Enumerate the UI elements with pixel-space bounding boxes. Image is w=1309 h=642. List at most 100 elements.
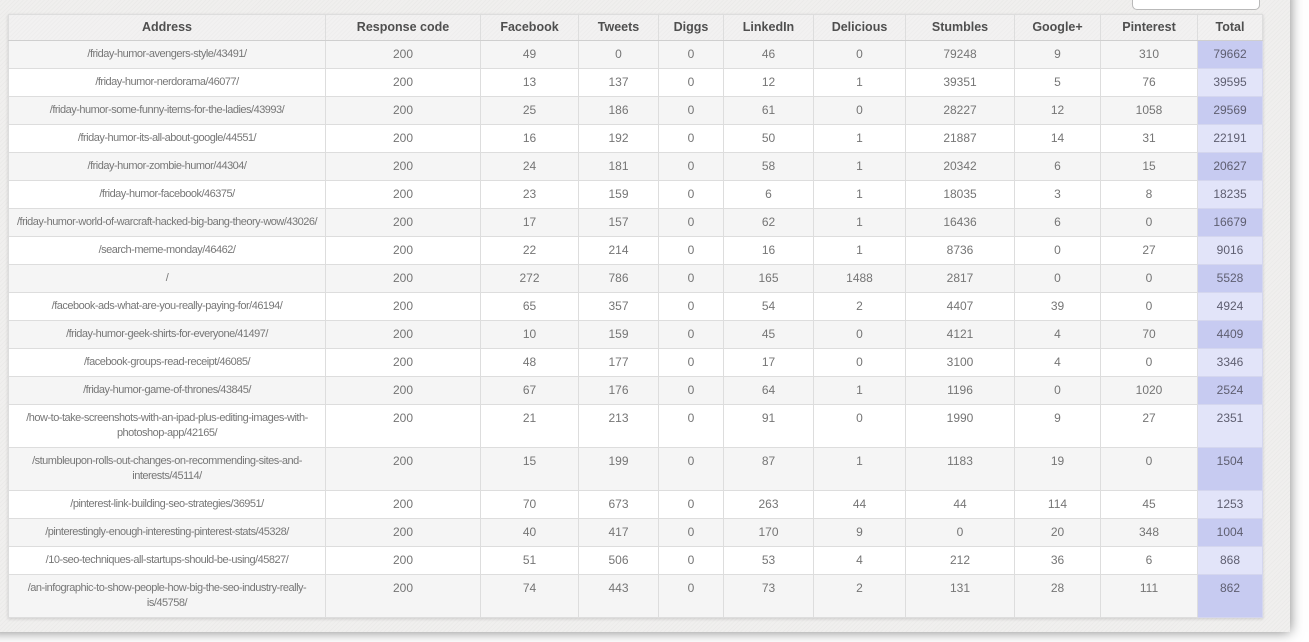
metric-cell: 16436 [905, 208, 1015, 237]
metric-cell: 0 [658, 404, 724, 448]
metric-cell: 200 [325, 447, 481, 491]
address-cell: /10-seo-techniques-all-startups-should-b… [8, 546, 326, 575]
metric-cell: 200 [325, 376, 481, 405]
metric-cell: 0 [1100, 264, 1198, 293]
metric-cell: 200 [325, 264, 481, 293]
filter-input[interactable] [1132, 0, 1260, 10]
total-cell: 9016 [1197, 236, 1263, 265]
metric-cell: 0 [658, 152, 724, 181]
address-cell: /friday-humor-zombie-humor/44304/ [8, 152, 326, 181]
metric-cell: 357 [578, 292, 659, 321]
table-row: /an-infographic-to-show-people-how-big-t… [8, 574, 1263, 618]
metric-cell: 0 [658, 574, 724, 618]
col-header-linkedin[interactable]: LinkedIn [723, 14, 814, 41]
table-row: /friday-humor-geek-shirts-for-everyone/4… [8, 320, 1263, 349]
metric-cell: 263 [723, 490, 814, 519]
col-header-stumbles[interactable]: Stumbles [905, 14, 1015, 41]
metric-cell: 76 [1100, 68, 1198, 97]
col-header-facebook[interactable]: Facebook [480, 14, 579, 41]
metric-cell: 9 [1014, 40, 1101, 69]
col-header-response-code[interactable]: Response code [325, 14, 481, 41]
metric-cell: 49 [480, 40, 579, 69]
metric-cell: 0 [658, 376, 724, 405]
address-cell: /how-to-take-screenshots-with-an-ipad-pl… [8, 404, 326, 448]
metric-cell: 39351 [905, 68, 1015, 97]
total-cell: 5528 [1197, 264, 1263, 293]
metric-cell: 4121 [905, 320, 1015, 349]
metric-cell: 192 [578, 124, 659, 153]
total-cell: 1253 [1197, 490, 1263, 519]
metric-cell: 20 [1014, 518, 1101, 547]
header-row: Address Response code Facebook Tweets Di… [8, 14, 1263, 41]
metric-cell: 200 [325, 124, 481, 153]
metric-cell: 417 [578, 518, 659, 547]
metric-cell: 159 [578, 320, 659, 349]
col-header-google-plus[interactable]: Google+ [1014, 14, 1101, 41]
metric-cell: 44 [813, 490, 906, 519]
metric-cell: 13 [480, 68, 579, 97]
metric-cell: 24 [480, 152, 579, 181]
metric-cell: 53 [723, 546, 814, 575]
col-header-tweets[interactable]: Tweets [578, 14, 659, 41]
address-cell: /friday-humor-some-funny-items-for-the-l… [8, 96, 326, 125]
metric-cell: 1 [813, 152, 906, 181]
metric-cell: 12 [723, 68, 814, 97]
metric-cell: 20342 [905, 152, 1015, 181]
col-header-diggs[interactable]: Diggs [658, 14, 724, 41]
metric-cell: 17 [480, 208, 579, 237]
metric-cell: 200 [325, 490, 481, 519]
metric-cell: 200 [325, 68, 481, 97]
metric-cell: 0 [658, 124, 724, 153]
metric-cell: 45 [723, 320, 814, 349]
metric-cell: 0 [578, 40, 659, 69]
metric-cell: 44 [905, 490, 1015, 519]
col-header-delicious[interactable]: Delicious [813, 14, 906, 41]
col-header-total[interactable]: Total [1197, 14, 1263, 41]
address-cell: /friday-humor-game-of-thrones/43845/ [8, 376, 326, 405]
metric-cell: 4 [1014, 348, 1101, 377]
metric-cell: 1 [813, 124, 906, 153]
address-cell: /friday-humor-world-of-warcraft-hacked-b… [8, 208, 326, 237]
metric-cell: 170 [723, 518, 814, 547]
metric-cell: 200 [325, 180, 481, 209]
metric-cell: 200 [325, 574, 481, 618]
metric-cell: 199 [578, 447, 659, 491]
table-row: /friday-humor-facebook/46375/200 23 159 0 6 1… [8, 180, 1263, 209]
metric-cell: 673 [578, 490, 659, 519]
metric-cell: 0 [1014, 376, 1101, 405]
metric-cell: 50 [723, 124, 814, 153]
metric-cell: 2 [813, 574, 906, 618]
metric-cell: 4 [1014, 320, 1101, 349]
metric-cell: 21887 [905, 124, 1015, 153]
table-row: /pinterest-link-building-seo-strategies/… [8, 490, 1263, 519]
metric-cell: 200 [325, 40, 481, 69]
total-cell: 18235 [1197, 180, 1263, 209]
col-header-address[interactable]: Address [8, 14, 326, 41]
metric-cell: 0 [1100, 447, 1198, 491]
metric-cell: 0 [1100, 208, 1198, 237]
metric-cell: 114 [1014, 490, 1101, 519]
metric-cell: 67 [480, 376, 579, 405]
metric-cell: 348 [1100, 518, 1198, 547]
metric-cell: 0 [1100, 292, 1198, 321]
metric-cell: 214 [578, 236, 659, 265]
results-table-body: /friday-humor-avengers-style/43491/200 49… [8, 40, 1263, 618]
col-header-pinterest[interactable]: Pinterest [1100, 14, 1198, 41]
metric-cell: 62 [723, 208, 814, 237]
metric-cell: 181 [578, 152, 659, 181]
table-row: /friday-humor-its-all-about-google/44551… [8, 124, 1263, 153]
table-row: /200 272 786 0 165 1488 2817 0 0 5528 [8, 264, 1263, 293]
metric-cell: 1 [813, 376, 906, 405]
metric-cell: 1020 [1100, 376, 1198, 405]
metric-cell: 0 [658, 40, 724, 69]
metric-cell: 6 [1014, 208, 1101, 237]
metric-cell: 200 [325, 404, 481, 448]
total-cell: 16679 [1197, 208, 1263, 237]
metric-cell: 165 [723, 264, 814, 293]
metric-cell: 18035 [905, 180, 1015, 209]
metric-cell: 6 [1100, 546, 1198, 575]
metric-cell: 10 [480, 320, 579, 349]
metric-cell: 58 [723, 152, 814, 181]
metric-cell: 0 [658, 68, 724, 97]
metric-cell: 51 [480, 546, 579, 575]
